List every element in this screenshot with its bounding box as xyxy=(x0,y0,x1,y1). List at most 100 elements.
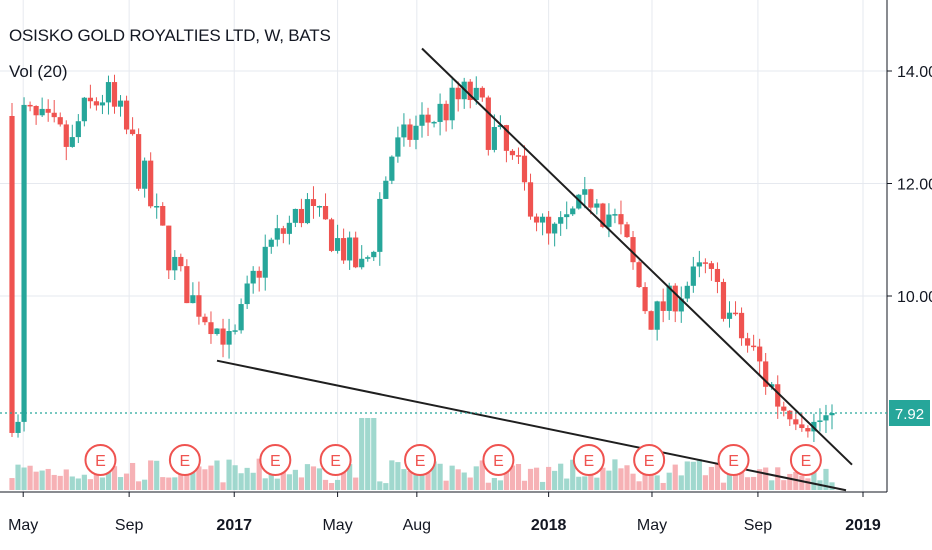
earnings-marker-circle xyxy=(482,444,515,476)
candle xyxy=(184,259,190,304)
volume-bar xyxy=(600,467,606,490)
volume-bars xyxy=(9,418,835,490)
candle-body xyxy=(268,239,274,247)
candle xyxy=(407,118,413,147)
volume-bar xyxy=(515,464,522,490)
candle-body xyxy=(57,117,63,125)
candle xyxy=(244,275,250,309)
volume-bar xyxy=(497,480,503,490)
candle-body xyxy=(280,228,286,234)
candle xyxy=(455,81,461,112)
candle-body xyxy=(539,216,546,223)
volume-bar xyxy=(129,462,136,490)
earnings-marker-circle xyxy=(572,444,605,476)
earnings-marker-label: E xyxy=(728,453,739,470)
candle-body xyxy=(69,137,75,147)
volume-bar xyxy=(787,473,793,490)
candle xyxy=(702,258,708,274)
candle-body xyxy=(588,189,594,208)
volume-bar xyxy=(304,464,311,490)
candle xyxy=(720,278,727,322)
volume-bar xyxy=(136,481,142,490)
candle xyxy=(533,213,540,232)
volume-bar xyxy=(443,480,449,490)
candle-body xyxy=(250,270,256,284)
candle-body xyxy=(497,125,503,128)
volume-bar xyxy=(606,470,612,490)
candle-body xyxy=(509,150,516,156)
candle xyxy=(298,198,305,228)
candle xyxy=(744,332,751,353)
volume-bar xyxy=(769,480,775,490)
candle-body xyxy=(136,134,142,189)
volume-bar xyxy=(322,479,329,490)
candle-body xyxy=(576,194,582,209)
candle xyxy=(395,126,401,163)
volume-bar xyxy=(99,477,106,490)
volume-bar xyxy=(298,477,305,490)
volume-bar xyxy=(684,461,690,490)
candle-body xyxy=(714,268,721,282)
candle-body xyxy=(172,256,178,271)
candle-body xyxy=(817,420,823,422)
volume-bar xyxy=(485,482,491,490)
candle-body xyxy=(720,281,727,319)
earnings-marker-label: E xyxy=(415,453,426,470)
candle-body xyxy=(726,312,733,319)
volume-bar xyxy=(111,466,118,490)
candle-body xyxy=(708,263,715,269)
candle-body xyxy=(467,81,473,101)
candle-body xyxy=(491,127,497,150)
candle xyxy=(123,95,130,135)
volume-bar xyxy=(449,465,455,490)
candle xyxy=(684,281,690,303)
volume-bar xyxy=(726,462,733,490)
volume-bar xyxy=(274,478,280,490)
candle-body xyxy=(660,301,666,311)
candle-body xyxy=(564,214,570,218)
candle-body xyxy=(449,87,455,121)
candle xyxy=(775,375,781,419)
candle xyxy=(419,102,425,138)
volume-bar xyxy=(196,466,202,490)
volume-bar xyxy=(678,475,684,490)
candle-body xyxy=(383,180,389,199)
volume-bar xyxy=(395,462,401,490)
volume-bar xyxy=(377,481,383,490)
earnings-marker: E xyxy=(633,444,666,476)
volume-bar xyxy=(714,462,721,490)
candle-body xyxy=(666,285,672,311)
earnings-marker: E xyxy=(789,444,822,476)
earnings-marker-circle xyxy=(633,444,666,476)
candle xyxy=(316,205,323,217)
candle-body xyxy=(377,198,383,252)
volume-bar xyxy=(75,478,81,490)
volume-bar xyxy=(437,463,443,490)
volume-bar xyxy=(51,474,57,490)
candle-body xyxy=(160,206,166,226)
candle-body xyxy=(196,295,202,317)
candle-body xyxy=(142,160,148,189)
candle-body xyxy=(292,208,298,223)
volume-bar xyxy=(160,477,166,490)
earnings-marker-circle xyxy=(84,444,117,476)
volume-bar xyxy=(654,475,660,490)
candle xyxy=(678,286,684,323)
candle xyxy=(280,225,286,244)
candle xyxy=(377,192,383,266)
price-axis-label: 12.00 xyxy=(897,177,932,194)
candle-body xyxy=(407,124,413,140)
candle-body xyxy=(690,266,696,286)
earnings-marker-circle xyxy=(259,444,292,476)
candle xyxy=(341,228,347,264)
earnings-marker-circle xyxy=(319,444,352,476)
candle-body xyxy=(570,208,576,215)
volume-bar xyxy=(666,472,672,490)
volume-bar xyxy=(455,469,461,490)
earnings-marker: E xyxy=(319,444,352,476)
candle xyxy=(642,282,648,314)
volume-bar xyxy=(123,473,130,490)
price-axis-label: 10.00 xyxy=(897,289,932,306)
